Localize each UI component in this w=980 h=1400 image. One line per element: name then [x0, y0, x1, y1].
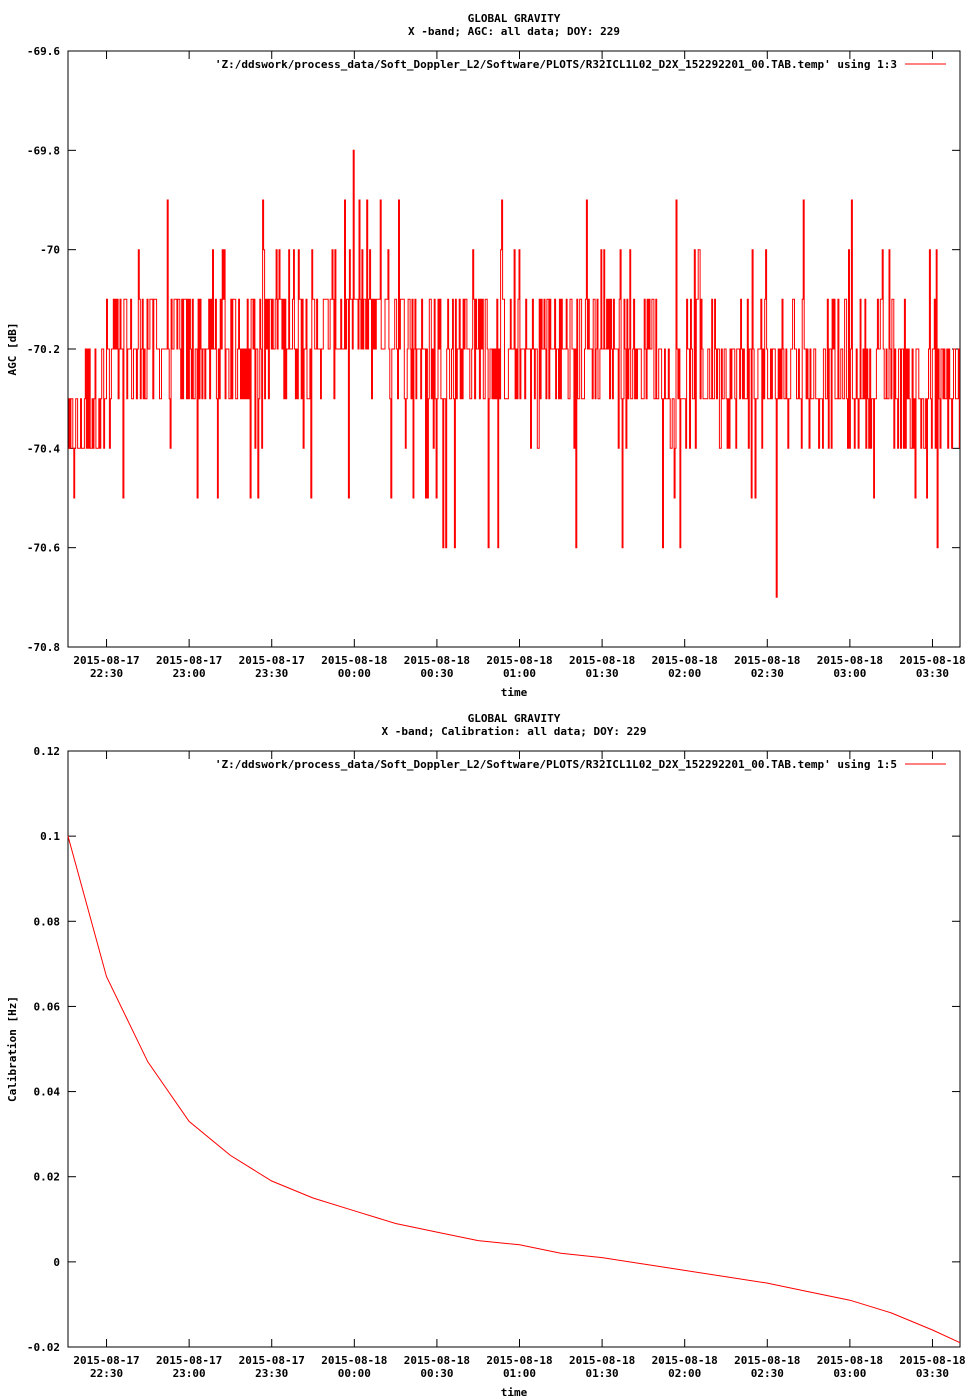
chart-subtitle: X -band; AGC: all data; DOY: 229 [408, 25, 620, 38]
x-tick-date: 2015-08-18 [899, 1354, 965, 1367]
x-tick-date: 2015-08-17 [239, 1354, 305, 1367]
y-tick-label: -70.6 [27, 542, 60, 555]
x-tick-time: 01:00 [503, 1367, 536, 1380]
y-tick-label: 0.12 [34, 745, 61, 758]
x-tick-date: 2015-08-17 [156, 1354, 222, 1367]
y-tick-label: -69.6 [27, 45, 60, 58]
x-tick-date: 2015-08-18 [652, 1354, 718, 1367]
x-tick-time: 03:00 [833, 667, 866, 680]
y-tick-label: -0.02 [27, 1341, 60, 1354]
x-tick-date: 2015-08-17 [239, 654, 305, 667]
y-tick-label: -70.8 [27, 641, 60, 654]
x-tick-date: 2015-08-18 [817, 1354, 883, 1367]
x-tick-date: 2015-08-17 [73, 1354, 139, 1367]
x-tick-time: 03:30 [916, 667, 949, 680]
x-tick-date: 2015-08-18 [899, 654, 965, 667]
x-tick-date: 2015-08-18 [734, 1354, 800, 1367]
x-tick-time: 23:30 [255, 1367, 288, 1380]
y-tick-label: 0.02 [34, 1171, 61, 1184]
x-axis-label: time [501, 686, 528, 699]
x-tick-time: 03:30 [916, 1367, 949, 1380]
x-tick-time: 01:30 [586, 1367, 619, 1380]
x-tick-time: 02:30 [751, 667, 784, 680]
y-tick-label: 0.08 [34, 915, 61, 928]
x-tick-date: 2015-08-18 [817, 654, 883, 667]
series-line-agc [68, 149, 960, 598]
x-tick-time: 02:30 [751, 1367, 784, 1380]
x-tick-date: 2015-08-18 [569, 1354, 635, 1367]
chart-subtitle: X -band; Calibration: all data; DOY: 229 [382, 725, 647, 738]
x-tick-time: 23:30 [255, 667, 288, 680]
x-tick-date: 2015-08-18 [321, 1354, 387, 1367]
x-tick-time: 22:30 [90, 1367, 123, 1380]
x-tick-date: 2015-08-18 [652, 654, 718, 667]
y-tick-label: 0.04 [34, 1086, 61, 1099]
x-tick-time: 00:30 [420, 1367, 453, 1380]
x-tick-date: 2015-08-18 [321, 654, 387, 667]
x-tick-time: 00:00 [338, 667, 371, 680]
y-tick-label: 0 [53, 1256, 60, 1269]
y-tick-label: 0.1 [40, 830, 60, 843]
x-tick-date: 2015-08-18 [734, 654, 800, 667]
y-tick-label: -70.2 [27, 343, 60, 356]
series-line-calibration [67, 835, 961, 1344]
x-tick-date: 2015-08-18 [404, 1354, 470, 1367]
y-tick-label: -70.4 [27, 442, 60, 455]
x-tick-time: 02:00 [668, 1367, 701, 1380]
y-axis-label: Calibration [Hz] [6, 996, 19, 1102]
legend-label: 'Z:/ddswork/process_data/Soft_Doppler_L2… [215, 758, 897, 771]
x-tick-date: 2015-08-18 [404, 654, 470, 667]
y-axis-label: AGC [dB] [6, 323, 19, 376]
x-tick-date: 2015-08-17 [156, 654, 222, 667]
x-tick-time: 00:00 [338, 1367, 371, 1380]
chart-title: GLOBAL GRAVITY [468, 12, 561, 25]
x-tick-time: 01:00 [503, 667, 536, 680]
x-tick-time: 22:30 [90, 667, 123, 680]
y-tick-label: -70 [40, 244, 60, 257]
x-tick-date: 2015-08-18 [486, 654, 552, 667]
x-tick-time: 23:00 [173, 667, 206, 680]
y-tick-label: 0.06 [34, 1000, 61, 1013]
x-tick-date: 2015-08-18 [486, 1354, 552, 1367]
x-tick-time: 03:00 [833, 1367, 866, 1380]
x-tick-date: 2015-08-17 [73, 654, 139, 667]
x-tick-time: 23:00 [173, 1367, 206, 1380]
y-tick-label: -69.8 [27, 144, 60, 157]
legend-label: 'Z:/ddswork/process_data/Soft_Doppler_L2… [215, 58, 897, 71]
x-tick-time: 01:30 [586, 667, 619, 680]
x-tick-time: 00:30 [420, 667, 453, 680]
x-axis-label: time [501, 1386, 528, 1399]
plot-frame [67, 750, 961, 1348]
x-tick-date: 2015-08-18 [569, 654, 635, 667]
x-tick-time: 02:00 [668, 667, 701, 680]
chart-title: GLOBAL GRAVITY [468, 712, 561, 725]
